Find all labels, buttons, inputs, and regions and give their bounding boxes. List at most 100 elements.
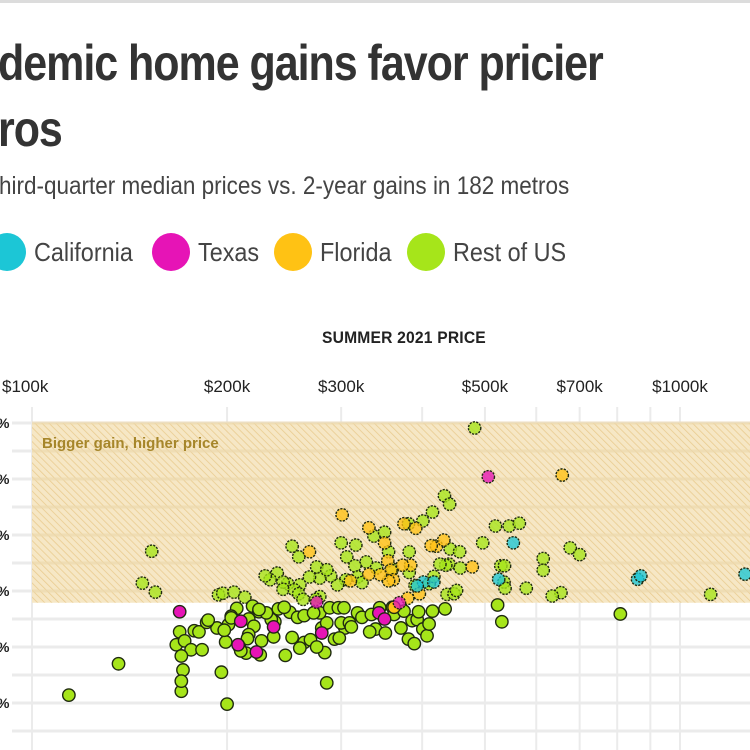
point-california	[426, 575, 441, 589]
point-rest-of-us	[309, 640, 324, 654]
x-tick-label: $500k	[462, 377, 509, 396]
point-california	[633, 568, 648, 583]
y-tick-label: %	[0, 639, 10, 655]
point-rest-of-us	[377, 525, 392, 540]
point-rest-of-us	[545, 589, 560, 603]
point-rest-of-us	[519, 581, 534, 596]
point-texas	[481, 469, 496, 484]
point-california	[506, 535, 521, 550]
point-texas	[392, 595, 407, 610]
point-florida	[436, 533, 451, 547]
point-rest-of-us	[394, 621, 408, 635]
point-rest-of-us	[285, 630, 300, 645]
legend-item-rest-of-us: Rest of US	[407, 233, 569, 271]
point-rest-of-us	[449, 583, 464, 598]
point-rest-of-us	[176, 663, 190, 677]
point-rest-of-us	[490, 598, 505, 612]
point-florida	[465, 560, 480, 574]
point-rest-of-us	[498, 581, 512, 596]
chart-subtitle: hird-quarter median prices vs. 2-year ga…	[0, 172, 570, 200]
point-rest-of-us	[218, 635, 233, 649]
point-rest-of-us	[302, 570, 317, 584]
point-texas	[266, 619, 281, 634]
point-rest-of-us	[536, 551, 551, 566]
point-california	[410, 579, 425, 593]
point-rest-of-us	[332, 631, 347, 645]
point-florida	[343, 574, 358, 588]
point-florida	[361, 520, 376, 535]
legend: California Texas Florida Rest of US	[0, 232, 587, 272]
point-rest-of-us	[220, 697, 234, 712]
point-rest-of-us	[348, 558, 362, 573]
point-california	[491, 572, 506, 587]
legend-label-rest-of-us: Rest of US	[453, 236, 567, 267]
point-texas	[314, 626, 329, 640]
point-texas	[309, 595, 324, 610]
point-rest-of-us	[512, 516, 527, 531]
point-rest-of-us	[278, 648, 293, 663]
legend-swatch-texas-icon	[151, 233, 190, 271]
point-rest-of-us	[214, 665, 229, 680]
point-rest-of-us	[536, 563, 551, 578]
point-florida	[377, 535, 392, 550]
point-rest-of-us	[296, 592, 310, 607]
point-florida	[302, 544, 317, 559]
point-rest-of-us	[407, 636, 422, 651]
legend-label-florida: Florida	[319, 236, 392, 267]
point-rest-of-us	[497, 558, 512, 573]
x-axis-ticks: $100k $200k $300k $500k $700k $1000k	[2, 377, 708, 396]
point-rest-of-us	[402, 544, 417, 559]
legend-item-california: California	[0, 233, 134, 271]
point-florida	[335, 507, 350, 522]
point-rest-of-us	[217, 623, 232, 638]
point-rest-of-us	[362, 624, 377, 639]
point-rest-of-us	[319, 675, 334, 690]
point-rest-of-us	[174, 674, 189, 689]
point-rest-of-us	[174, 649, 189, 663]
point-rest-of-us	[148, 585, 163, 600]
legend-item-texas: Texas	[151, 233, 259, 271]
point-rest-of-us	[442, 497, 457, 512]
point-rest-of-us	[563, 540, 578, 555]
point-rest-of-us	[195, 642, 209, 657]
point-rest-of-us	[292, 641, 307, 656]
point-texas	[377, 612, 392, 626]
point-rest-of-us	[572, 547, 587, 562]
point-rest-of-us	[467, 421, 482, 435]
point-rest-of-us	[432, 557, 447, 572]
point-rest-of-us	[344, 619, 359, 634]
point-rest-of-us	[488, 519, 503, 533]
point-rest-of-us	[192, 624, 206, 639]
y-tick-label: %	[0, 583, 10, 599]
top-border	[0, 0, 750, 3]
point-california	[738, 567, 750, 582]
point-rest-of-us	[240, 631, 255, 646]
point-rest-of-us	[348, 538, 363, 552]
point-rest-of-us	[475, 535, 490, 550]
point-rest-of-us	[420, 628, 434, 643]
y-tick-label: %	[0, 415, 10, 431]
point-rest-of-us	[111, 656, 126, 671]
x-tick-label: $1000k	[652, 377, 708, 396]
x-axis-title: SUMMER 2021 PRICE	[322, 328, 486, 347]
point-rest-of-us	[252, 602, 266, 617]
point-texas	[249, 645, 264, 659]
point-florida	[397, 516, 411, 531]
x-tick-label: $700k	[556, 377, 603, 396]
point-rest-of-us	[258, 568, 273, 583]
point-rest-of-us	[453, 561, 468, 575]
point-rest-of-us	[334, 535, 349, 550]
point-rest-of-us	[613, 607, 628, 621]
point-rest-of-us	[494, 614, 509, 629]
point-florida	[408, 521, 423, 536]
point-rest-of-us	[411, 604, 426, 619]
chart-title: demic home gains favor pricier ros	[0, 30, 686, 162]
y-tick-label: %	[0, 527, 10, 543]
point-rest-of-us	[201, 613, 216, 628]
data-points	[61, 421, 750, 712]
point-rest-of-us	[144, 544, 159, 559]
legend-label-texas: Texas	[197, 236, 259, 267]
point-florida	[555, 468, 570, 482]
point-texas	[233, 614, 248, 629]
point-rest-of-us	[703, 587, 718, 602]
